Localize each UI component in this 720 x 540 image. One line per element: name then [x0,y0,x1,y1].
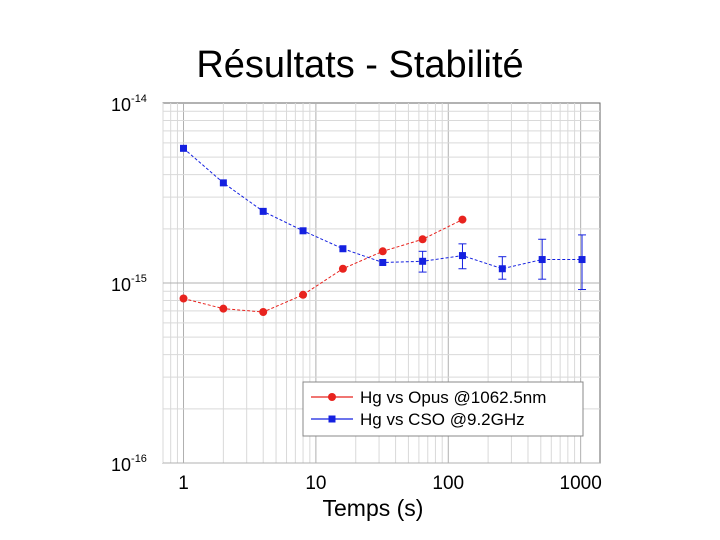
data-point [498,265,506,273]
data-point [458,215,467,224]
data-point [538,256,546,264]
x-tick-label: 100 [432,473,464,494]
data-point [338,264,347,273]
data-point [339,245,347,253]
data-point [259,308,268,317]
data-point [379,258,387,266]
data-point [578,256,586,264]
legend-marker [328,415,336,423]
x-tick-label: 1 [178,473,189,494]
series-line [183,219,463,313]
data-point [299,227,307,235]
data-point [299,290,308,299]
legend-label: Hg vs CSO @9.2GHz [360,410,525,429]
data-point [180,144,188,152]
series-layer [179,144,587,317]
series-1 [179,215,467,317]
x-axis-title: Temps (s) [323,495,424,521]
x-tick-label: 1000 [560,473,602,494]
x-tick-label: 10 [305,473,326,494]
data-point [378,247,387,256]
series-2 [180,144,587,291]
data-point [419,257,427,265]
data-point [219,304,228,313]
data-point [259,207,267,215]
legend-box [302,381,584,437]
data-point [458,252,466,260]
data-point [219,179,227,187]
legend: Hg vs Opus @1062.5nm Hg vs CSO @9.2GHz [302,381,584,437]
data-point [418,235,427,244]
y-tick-label: 10-15 [111,273,147,295]
grid [162,103,600,464]
legend-marker [328,393,336,401]
slide-title: Résultats - Stabilité [196,44,524,86]
data-point [179,294,188,303]
legend-label: Hg vs Opus @1062.5nm [360,388,546,407]
ticks: 1 10 100 1000 10-14 10-15 10-16 [111,93,602,494]
y-tick-label: 10-16 [111,453,147,475]
y-tick-label: 10-14 [111,93,147,115]
